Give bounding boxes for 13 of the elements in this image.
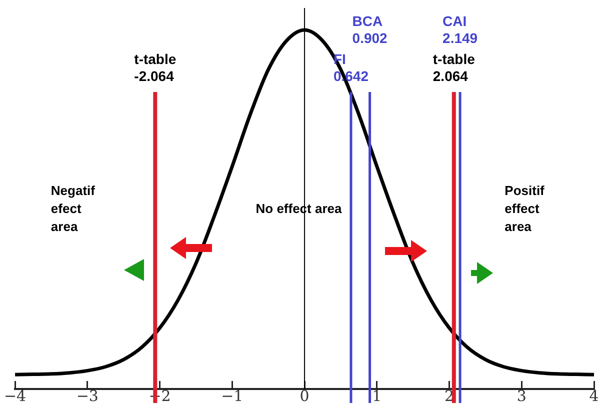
x-tick-label: −3 [76,386,98,405]
x-tick-label: 0 [300,386,310,405]
ref-line-label: t-table 2.064 [432,50,476,84]
ref-line-label: t-table -2.064 [134,50,176,84]
ref-line-label: CAI 2.149 [442,12,478,46]
x-tick-label: −4 [4,386,26,405]
annotation: Positif effect area [504,183,546,234]
x-tick-label: 4 [589,386,599,405]
x-tick-label: 1 [372,386,382,405]
ref-line-label: BCA 0.902 [352,12,388,46]
x-tick-label: 3 [516,386,526,405]
annotation: Negatif efect area [50,183,96,234]
x-tick-label: −1 [221,386,244,405]
